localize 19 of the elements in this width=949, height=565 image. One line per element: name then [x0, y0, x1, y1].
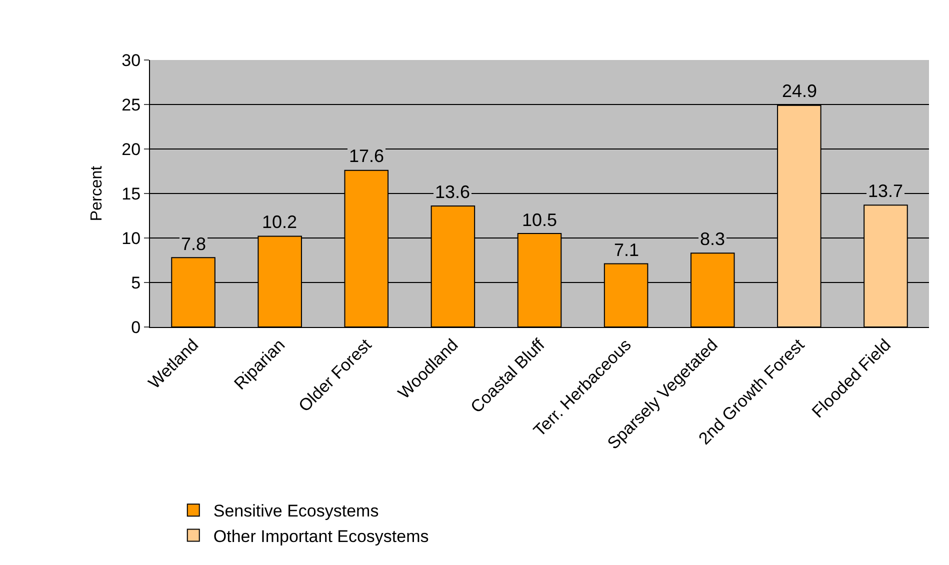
y-tick-label: 15: [122, 184, 141, 204]
data-label: 7.1: [614, 240, 640, 260]
y-tick-label: 5: [131, 273, 141, 292]
data-label: 13.7: [868, 181, 904, 201]
data-label: 13.6: [435, 182, 470, 202]
y-tick-label: 30: [122, 50, 141, 70]
y-axis-title: Percent: [88, 165, 106, 222]
data-label: 17.6: [349, 146, 384, 166]
y-tick-label: 10: [122, 228, 141, 248]
legend-label: Other Important Ecosystems: [213, 526, 429, 546]
legend-label: Sensitive Ecosystems: [213, 502, 379, 521]
y-tick-label: 25: [122, 95, 141, 114]
data-label: 10.5: [522, 210, 558, 230]
data-label: 8.3: [700, 229, 726, 249]
data-label: 24.9: [782, 81, 818, 101]
data-label: 7.8: [181, 234, 206, 254]
y-tick-label: 20: [122, 140, 141, 159]
data-label: 10.2: [262, 212, 298, 232]
y-tick-label: 0: [131, 318, 141, 337]
